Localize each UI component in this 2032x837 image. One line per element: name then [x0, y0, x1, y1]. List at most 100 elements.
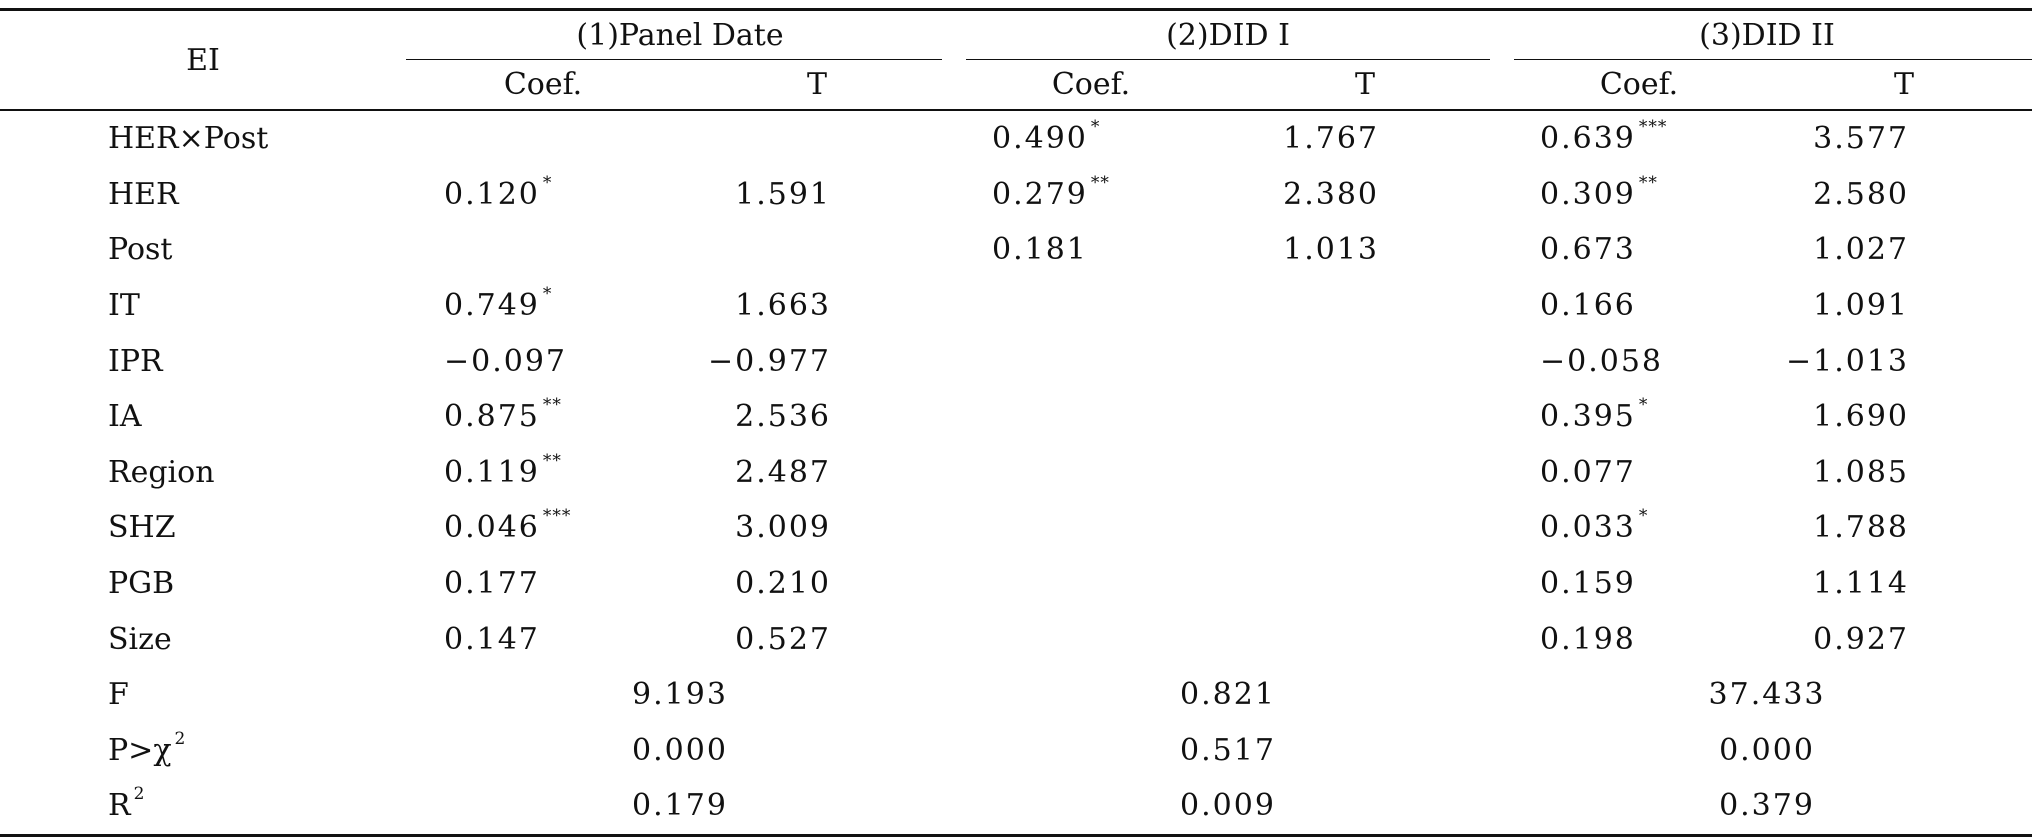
- cell-value: 0.009: [1180, 788, 1276, 824]
- significance-stars: *: [1090, 117, 1101, 138]
- significance-stars: *: [1638, 395, 1649, 416]
- t-cell: 3.009: [680, 500, 954, 556]
- sub-header: T: [806, 67, 827, 102]
- t-cell: 1.114: [1776, 556, 2032, 612]
- group-label: (3)DID II: [1699, 18, 1835, 53]
- coef-cell: [954, 500, 1228, 556]
- row-label: PGB: [108, 566, 175, 602]
- t-cell: 1.085: [1776, 445, 2032, 501]
- cell-value: 37.433: [1708, 677, 1826, 713]
- cell-value: 0.033: [1540, 510, 1636, 546]
- t-cell: 1.690: [1776, 389, 2032, 445]
- coef-cell: 0.033 *: [1502, 500, 1776, 556]
- cell-value: 0.177: [444, 566, 540, 602]
- coef-cell: −0.097: [406, 333, 680, 389]
- summary-value: 0.009: [954, 778, 1502, 837]
- t-cell: [1228, 445, 1502, 501]
- t-cell: [1228, 278, 1502, 334]
- cell-value: 0.166: [1540, 288, 1636, 324]
- significance-stars: ***: [542, 506, 572, 527]
- coef-cell: [954, 611, 1228, 667]
- cell-value: 0.119: [444, 454, 540, 490]
- t-cell: [1228, 333, 1502, 389]
- group-header-row: EI (1)Panel Date (2)DID I (3)DID II: [0, 10, 2032, 78]
- cell-value: 0.210: [735, 566, 831, 602]
- t-cell: 0.927: [1776, 611, 2032, 667]
- t-cell: 1.091: [1776, 278, 2032, 334]
- t-cell: [1228, 556, 1502, 612]
- sub-header: Coef.: [503, 67, 583, 102]
- t-cell: −1.013: [1776, 333, 2032, 389]
- label-superscript: 2: [174, 728, 187, 749]
- cell-value: 0.749: [444, 288, 540, 324]
- significance-stars: **: [542, 450, 562, 471]
- summary-value: 0.379: [1502, 778, 2032, 837]
- t-cell: 1.767: [1228, 110, 1502, 167]
- table-row: IA 0.875 ** 2.536 0.395 * 1.690: [0, 389, 2032, 445]
- t-cell: 1.591: [680, 167, 954, 223]
- summary-value: 0.517: [954, 723, 1502, 779]
- cell-value: 2.536: [735, 399, 831, 435]
- t-cell: [680, 222, 954, 278]
- coef-cell: 0.279 **: [954, 167, 1228, 223]
- significance-stars: *: [542, 172, 553, 193]
- coef-cell: [954, 445, 1228, 501]
- sub-header: T: [1354, 67, 1375, 102]
- cell-value: 0.000: [1719, 732, 1815, 768]
- cell-value: 1.027: [1813, 232, 1910, 268]
- coef-cell: −0.058: [1502, 333, 1776, 389]
- coef-cell: 0.120 *: [406, 167, 680, 223]
- t-cell: 2.487: [680, 445, 954, 501]
- t-cell: [680, 110, 954, 167]
- cell-value: 2.487: [735, 454, 831, 490]
- table-row: IT 0.749 * 1.663 0.166 1.091: [0, 278, 2032, 334]
- summary-value: 0.000: [1502, 723, 2032, 779]
- cell-value: 0.673: [1540, 232, 1636, 268]
- cell-value: 0.147: [444, 621, 540, 657]
- coef-cell: [406, 110, 680, 167]
- cell-value: 2.380: [1283, 176, 1379, 212]
- cell-value: 0.198: [1540, 621, 1636, 657]
- coef-cell: [954, 278, 1228, 334]
- significance-stars: **: [542, 395, 562, 416]
- cell-value: 0.517: [1180, 732, 1276, 768]
- cell-value: 1.788: [1813, 510, 1910, 546]
- cell-value: 0.821: [1180, 677, 1276, 713]
- summary-value: 0.000: [406, 723, 954, 779]
- group-header-did-1: (2)DID I: [954, 10, 1502, 60]
- cell-value: 0.395: [1540, 399, 1636, 435]
- t-cell: [1228, 500, 1502, 556]
- cell-value: 1.690: [1813, 399, 1910, 435]
- cell-value: 1.663: [735, 288, 831, 324]
- cell-value: 0.379: [1719, 788, 1815, 824]
- group-label: (2)DID I: [1166, 18, 1290, 53]
- t-cell: 1.663: [680, 278, 954, 334]
- row-label: Post: [108, 232, 173, 268]
- summary-row: P>χ 2 0.000 0.517 0.000: [0, 723, 2032, 779]
- coef-cell: 0.673: [1502, 222, 1776, 278]
- coef-cell: 0.181: [954, 222, 1228, 278]
- row-label: Size: [108, 621, 172, 657]
- row-label: HER: [108, 176, 179, 212]
- table-row: HER 0.120 * 1.591 0.279 ** 2.380 0.309 ** 2.580: [0, 167, 2032, 223]
- cell-value: 0.927: [1813, 621, 1910, 657]
- coef-cell: [954, 389, 1228, 445]
- cell-value: 0.077: [1540, 454, 1636, 490]
- coef-cell: 0.119 **: [406, 445, 680, 501]
- coef-cell: 0.309 **: [1502, 167, 1776, 223]
- coef-cell: 0.749 *: [406, 278, 680, 334]
- group-header-panel-date: (1)Panel Date: [406, 10, 954, 60]
- row-label: SHZ: [108, 510, 176, 546]
- coef-cell: 0.147: [406, 611, 680, 667]
- group-header-did-2: (3)DID II: [1502, 10, 2032, 60]
- cell-value: 1.767: [1283, 121, 1379, 157]
- cell-value: 0.120: [444, 176, 540, 212]
- sub-header: Coef.: [1051, 67, 1131, 102]
- significance-stars: **: [1638, 172, 1658, 193]
- summary-label: F: [108, 677, 129, 713]
- summary-label: P>χ: [108, 732, 172, 768]
- coef-cell: 0.046 ***: [406, 500, 680, 556]
- row-label: IPR: [108, 343, 163, 379]
- summary-label: R: [108, 788, 131, 824]
